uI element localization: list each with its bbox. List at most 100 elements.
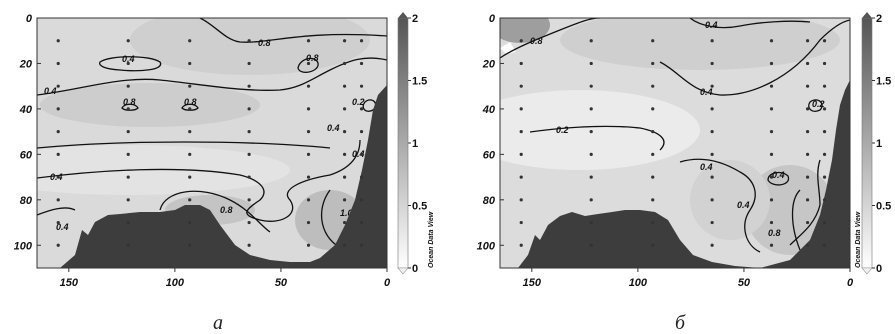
y-tick-label: 40 <box>19 104 33 116</box>
station-point <box>805 39 810 43</box>
station-point <box>769 61 774 66</box>
panel-b-colorbar: 0 0.5 1 1.5 2 Ocean Data View <box>855 12 891 275</box>
station-point <box>822 61 827 66</box>
panel-a-seafloor <box>37 85 387 268</box>
contour-label: 0.4 <box>56 222 69 232</box>
panel-a-label: а <box>213 312 223 334</box>
panel-a-y-axis: 0 20 40 60 80 100 <box>14 13 41 252</box>
station-point <box>769 39 774 43</box>
station-point <box>247 198 251 202</box>
x-tick-label: 150 <box>60 277 79 289</box>
y-tick-label: 0 <box>489 13 496 25</box>
station-point <box>359 243 364 247</box>
contour-label: 0.4 <box>44 86 57 96</box>
station-point <box>342 39 347 43</box>
colorbar-arrow-top <box>862 12 872 18</box>
station-point <box>342 107 347 111</box>
station-point <box>188 84 192 88</box>
station-point <box>589 39 593 43</box>
y-tick-label: 20 <box>19 58 33 70</box>
station-point <box>56 107 60 111</box>
station-point <box>342 152 347 156</box>
station-point <box>247 243 251 247</box>
contour-label: 0.8 <box>123 97 136 107</box>
station-point <box>651 130 655 134</box>
colorbar-tick-label: 2 <box>876 13 882 25</box>
station-point <box>126 152 130 156</box>
panel-a-x-axis: 150 100 50 0 <box>60 268 391 289</box>
contour-label: 0.4 <box>352 149 365 159</box>
station-point <box>589 107 593 111</box>
station-point <box>126 175 130 179</box>
station-point <box>589 175 593 179</box>
station-point <box>589 61 593 66</box>
contour-label: 0.4 <box>327 123 340 133</box>
station-point <box>247 130 251 134</box>
station-point <box>519 198 523 202</box>
colorbar-caption: Ocean Data View <box>428 211 435 268</box>
station-point <box>188 107 192 111</box>
station-point <box>342 220 347 225</box>
station-point <box>710 84 714 88</box>
station-point <box>342 243 347 247</box>
x-tick-label: 100 <box>629 277 648 289</box>
station-point <box>519 39 523 43</box>
station-point <box>769 130 774 134</box>
station-point <box>247 175 251 179</box>
station-point <box>822 130 827 134</box>
station-point <box>651 61 655 66</box>
station-point <box>126 107 130 111</box>
y-tick-label: 0 <box>26 13 33 25</box>
contour-label: 0.4 <box>772 170 785 180</box>
station-point <box>651 198 655 202</box>
contour-label: 0.2 <box>812 99 825 109</box>
station-point <box>805 243 810 247</box>
station-point <box>589 84 593 88</box>
station-point <box>306 220 311 225</box>
station-point <box>589 220 593 225</box>
panel-b-contours <box>500 18 850 253</box>
station-point <box>188 152 192 156</box>
station-point <box>306 61 311 66</box>
station-point <box>306 243 311 247</box>
station-point <box>519 243 523 247</box>
station-point <box>188 130 192 134</box>
station-point <box>805 61 810 66</box>
contour-label: 0.8 <box>184 97 197 107</box>
station-point <box>56 152 60 156</box>
panel-b-y-axis: 0 20 40 60 80 100 <box>477 13 504 252</box>
contour-label: 0.8 <box>258 38 271 48</box>
contour-label: 0.8 <box>306 53 319 63</box>
station-point <box>56 130 60 134</box>
colorbar-arrow-bottom <box>861 267 873 275</box>
panel-b-seafloor <box>500 80 850 268</box>
station-point <box>306 130 311 134</box>
station-point <box>651 175 655 179</box>
station-point <box>247 152 251 156</box>
station-point <box>342 61 347 66</box>
station-point <box>188 39 192 43</box>
station-point <box>710 198 714 202</box>
x-tick-label: 50 <box>738 277 751 289</box>
colorbar-gradient <box>397 17 409 269</box>
station-point <box>805 107 810 111</box>
panel-a-frame <box>36 17 388 269</box>
y-tick-label: 60 <box>483 149 496 161</box>
station-point <box>710 107 714 111</box>
station-point <box>805 175 810 179</box>
station-point <box>805 152 810 156</box>
station-point <box>710 39 714 43</box>
station-point <box>822 152 827 156</box>
station-point <box>805 130 810 134</box>
panel-b-stations <box>519 39 827 247</box>
station-point <box>589 130 593 134</box>
station-point <box>519 220 523 225</box>
colorbar-tick-label: 0.5 <box>412 201 427 213</box>
y-tick-label: 100 <box>14 240 33 252</box>
panel-a: 0.8 0.4 0.8 0.4 0.8 0.8 0.2 0.4 0.4 0.4 … <box>14 12 435 334</box>
station-point <box>359 130 364 134</box>
station-point <box>710 152 714 156</box>
station-point <box>651 152 655 156</box>
station-point <box>359 61 364 66</box>
station-point <box>342 198 347 202</box>
